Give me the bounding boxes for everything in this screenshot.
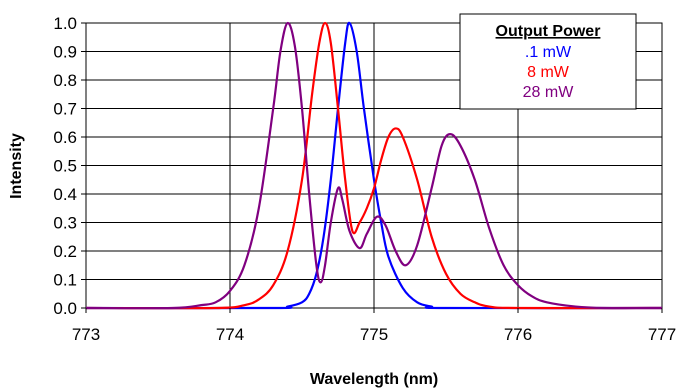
y-axis-label: Intensity [8,133,25,199]
series-line [85,21,663,310]
y-tick-label: 0.8 [53,71,77,90]
x-tick-label: 776 [504,325,532,344]
y-tick-label: 0.0 [53,299,77,318]
x-axis-ticks: 773 774 775 776 777 [72,308,676,344]
x-tick-label: 777 [648,325,676,344]
series-line [85,21,663,310]
y-tick-label: 0.1 [53,271,77,290]
series-layer [85,21,663,310]
x-axis-label: Wavelength (nm) [310,371,438,388]
y-tick-label: 0.7 [53,100,77,119]
x-tick-label: 773 [72,325,100,344]
y-tick-label: 1.0 [53,14,77,33]
legend: Output Power .1 mW 8 mW 28 mW [459,13,637,110]
legend-entry: 28 mW [523,84,575,101]
y-axis-ticks: 0.0 0.1 0.2 0.3 0.4 0.5 0.6 0.7 0.8 0.9 1.0 [53,14,86,318]
legend-entry: 8 mW [527,64,570,81]
legend-title: Output Power [496,23,601,40]
legend-entries: .1 mW 8 mW 28 mW [523,44,575,101]
x-tick-label: 774 [216,325,244,344]
y-tick-label: 0.9 [53,43,77,62]
x-tick-label: 775 [360,325,388,344]
y-tick-label: 0.6 [53,128,77,147]
y-tick-label: 0.5 [53,157,77,176]
y-tick-label: 0.2 [53,242,77,261]
y-tick-label: 0.3 [53,214,77,233]
series-line [85,21,663,310]
legend-box [459,13,637,110]
y-tick-label: 0.4 [53,185,77,204]
legend-entry: .1 mW [525,44,572,61]
